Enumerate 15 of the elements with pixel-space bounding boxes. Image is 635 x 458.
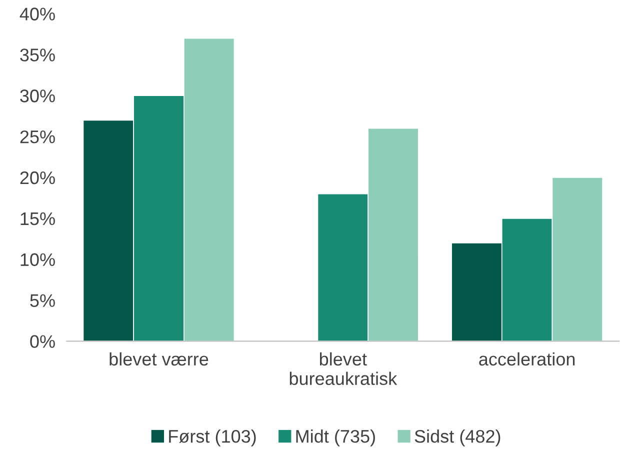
y-tick-label: 25% bbox=[20, 130, 55, 144]
legend-label: Først (103) bbox=[169, 430, 256, 446]
y-tick-label: 20% bbox=[20, 171, 55, 184]
y-tick-label: 5% bbox=[30, 294, 55, 307]
y-tick-label: 0% bbox=[30, 335, 55, 348]
legend-label: Midt (735) bbox=[296, 430, 375, 446]
y-tick-label: 30% bbox=[20, 90, 55, 102]
y-tick-label: 35% bbox=[20, 48, 55, 62]
legend-label: Sidst (482) bbox=[414, 430, 500, 446]
x-tick-label: acceleration bbox=[479, 352, 575, 366]
x-tick-label: blevet værre bbox=[110, 352, 208, 366]
x-tick-label: blevet bureaukratisk bbox=[290, 352, 398, 386]
y-tick-label: 10% bbox=[20, 253, 55, 266]
y-tick-label: 40% bbox=[20, 8, 55, 20]
y-tick-label: 15% bbox=[20, 212, 55, 226]
